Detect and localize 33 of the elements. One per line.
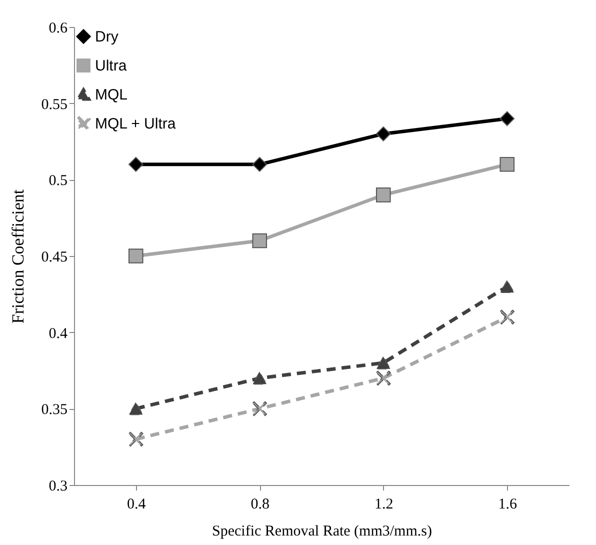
point bbox=[500, 157, 515, 172]
point bbox=[376, 188, 391, 202]
x-tick-label: 1.6 bbox=[498, 496, 518, 512]
point bbox=[500, 280, 515, 293]
point bbox=[376, 356, 391, 370]
y-tick-label: 0.35 bbox=[41, 402, 68, 418]
point bbox=[128, 248, 144, 264]
y-tick-label: 0.5 bbox=[48, 173, 68, 190]
point bbox=[252, 157, 268, 172]
x-tick-label: 0.4 bbox=[127, 496, 146, 512]
legend-label: Dry bbox=[95, 28, 119, 46]
point bbox=[128, 402, 144, 416]
legend-label: Ultra bbox=[95, 58, 128, 74]
point bbox=[252, 233, 268, 248]
point bbox=[128, 157, 144, 172]
point bbox=[500, 310, 515, 324]
point bbox=[252, 401, 268, 416]
x-tick-label: 1.2 bbox=[374, 496, 394, 512]
y-tick-label: 0.45 bbox=[41, 250, 68, 266]
point bbox=[252, 372, 268, 385]
x-axis-title: Specific Removal Rate (mm3/mm.s) bbox=[212, 524, 432, 540]
y-axis-title: Friction Coefficient bbox=[8, 189, 28, 324]
y-tick-label: 0.6 bbox=[48, 20, 68, 36]
y-tick-label: 0.3 bbox=[48, 478, 68, 494]
y-tick-label: 0.4 bbox=[48, 326, 68, 342]
y-tick-label: 0.55 bbox=[41, 96, 68, 113]
point bbox=[500, 111, 515, 126]
legend-label: MQL bbox=[95, 86, 128, 104]
x-tick-label: 0.8 bbox=[250, 496, 270, 512]
point bbox=[376, 370, 391, 386]
point bbox=[128, 432, 144, 447]
legend-label: MQL + Ultra bbox=[95, 116, 176, 132]
point bbox=[376, 126, 391, 142]
